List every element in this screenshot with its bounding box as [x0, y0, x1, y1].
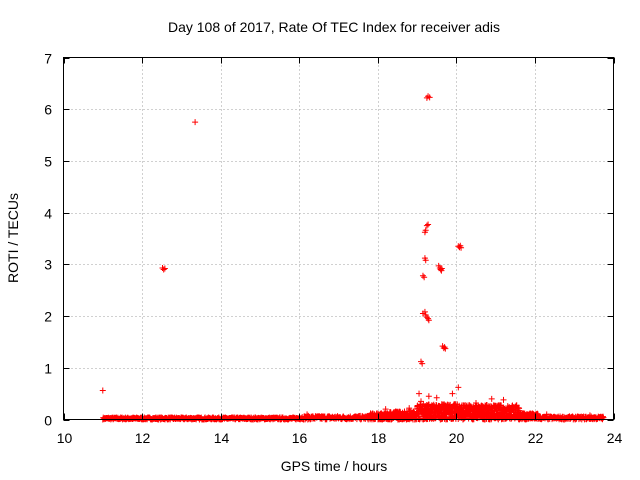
- data-point: [455, 384, 462, 391]
- data-point: [418, 398, 424, 405]
- y-axis-label: ROTI / TECUs: [5, 193, 21, 283]
- x-tick-label: 14: [214, 430, 230, 446]
- data-point: [160, 266, 167, 273]
- data-point: [442, 345, 449, 352]
- data-point: [423, 94, 430, 101]
- data-point: [437, 266, 444, 273]
- data-point: [419, 360, 426, 367]
- data-points: [99, 93, 607, 423]
- data-point: [161, 265, 168, 272]
- data-point: [421, 274, 428, 281]
- plot-frame: [63, 57, 614, 420]
- x-tick-label: 10: [57, 430, 73, 446]
- data-point: [456, 244, 463, 251]
- x-tick-label: 24: [607, 430, 623, 446]
- data-point: [473, 399, 479, 406]
- data-point: [500, 396, 507, 403]
- data-point: [425, 93, 432, 100]
- x-tick-label: 18: [371, 430, 387, 446]
- y-tick-label: 0: [44, 413, 52, 429]
- data-point: [425, 317, 432, 324]
- x-tick-label: 20: [449, 430, 465, 446]
- y-tick-label: 3: [44, 257, 52, 273]
- data-point: [426, 94, 433, 101]
- data-point: [543, 411, 550, 418]
- data-point: [394, 408, 401, 415]
- data-point: [192, 119, 199, 126]
- data-point: [458, 244, 465, 251]
- y-tick-label: 1: [44, 361, 52, 377]
- data-point: [421, 308, 428, 315]
- y-tick-label: 6: [44, 102, 52, 118]
- data-point: [99, 387, 106, 394]
- data-point: [449, 390, 456, 397]
- y-tick-label: 2: [44, 309, 52, 325]
- data-point: [425, 393, 432, 400]
- data-point: [438, 265, 445, 272]
- data-point: [304, 411, 311, 418]
- y-tick-label: 7: [44, 51, 52, 67]
- data-point: [512, 403, 519, 410]
- data-point: [422, 227, 429, 234]
- data-point: [422, 257, 429, 264]
- grid: [63, 57, 614, 420]
- y-tick-label: 5: [44, 154, 52, 170]
- data-point: [598, 413, 605, 420]
- x-tick-label: 12: [135, 430, 151, 446]
- data-point: [488, 395, 495, 402]
- x-axis-label: GPS time / hours: [281, 458, 388, 474]
- chart-title: Day 108 of 2017, Rate Of TEC Index for r…: [168, 19, 500, 35]
- data-point: [423, 222, 430, 229]
- data-point: [419, 272, 426, 279]
- data-point: [425, 221, 432, 228]
- x-tick-label: 16: [292, 430, 308, 446]
- data-point: [416, 390, 423, 397]
- data-point: [586, 412, 593, 419]
- x-tick-label: 22: [528, 430, 544, 446]
- data-point: [406, 405, 413, 412]
- y-tick-label: 4: [44, 206, 52, 222]
- data-point: [433, 394, 440, 401]
- data-point: [382, 406, 389, 413]
